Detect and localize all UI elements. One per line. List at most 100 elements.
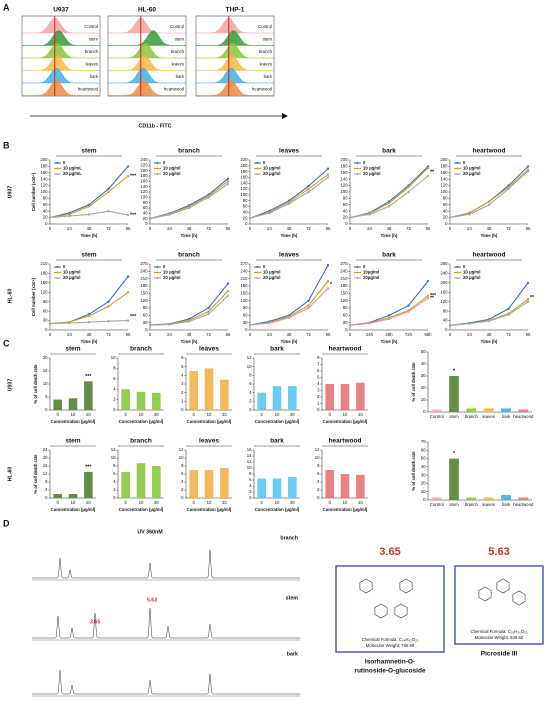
point	[407, 304, 410, 307]
x-tick-label: 48	[287, 226, 292, 231]
flow-curve	[196, 17, 274, 34]
y-tick-label: 60	[443, 202, 448, 207]
y-tick-label: 3	[317, 388, 320, 393]
point	[326, 167, 330, 170]
y-tick-label: 220	[140, 162, 148, 167]
legend-marker	[456, 167, 459, 170]
significance: **	[430, 296, 435, 302]
legend-marker	[56, 271, 59, 274]
x-tick-label: 0	[349, 332, 352, 337]
y-tick-label: 120	[240, 298, 248, 303]
legend-marker	[256, 162, 259, 164]
legend-label: 10 μg/ml	[163, 166, 180, 171]
x-tick-label: 24	[167, 226, 172, 231]
chart-title: heartwood	[473, 148, 506, 155]
x-tick-label: 24	[267, 226, 272, 231]
x-tick-label: 20	[358, 500, 363, 505]
point	[187, 320, 191, 323]
x-tick-label: heartwood	[513, 502, 534, 507]
flow-row-label: stem	[89, 37, 99, 42]
point	[468, 213, 471, 216]
y-tick-label: 2	[317, 487, 320, 492]
point	[126, 319, 130, 322]
panel-label: A	[3, 2, 10, 12]
panel-label: B	[3, 140, 10, 150]
legend-label: 10 μg/ml	[463, 270, 480, 275]
bar	[431, 497, 442, 500]
bar	[325, 384, 334, 410]
y-tick-label: 0	[345, 327, 348, 332]
y-tick-label: 0	[181, 407, 184, 412]
y-tick-label: 8	[317, 355, 320, 360]
y-tick-label: 2	[181, 390, 184, 395]
flow-curve	[108, 55, 186, 71]
y-tick-label: 40	[343, 208, 348, 213]
legend-marker	[56, 167, 59, 170]
legend-label: 20 μg/ml	[163, 171, 180, 176]
x-axis-label: Time (h)	[81, 339, 98, 344]
flow-curve	[196, 30, 274, 46]
x-tick-label: 96	[426, 226, 431, 231]
legend-label: 20 μg/ml	[463, 275, 480, 280]
y-tick-label: 0	[113, 407, 116, 412]
row-label: U937	[7, 186, 13, 199]
x-tick-label: 0	[49, 226, 52, 231]
y-tick-label: 160	[340, 170, 348, 175]
bar	[136, 391, 146, 410]
x-axis-label: Time (h)	[181, 339, 198, 344]
y-tick-label: 6	[113, 376, 116, 381]
y-tick-label: 0	[181, 495, 184, 500]
y-tick-label: 20	[421, 481, 426, 486]
y-tick-label: 5	[317, 375, 320, 380]
structure-ring	[374, 603, 388, 619]
y-tick-label: 200	[440, 157, 448, 162]
point	[248, 323, 252, 327]
y-tick-label: 180	[240, 283, 248, 288]
peak-label: 3.65	[90, 619, 100, 625]
y-tick-label: 280	[440, 261, 448, 266]
bar	[518, 409, 529, 412]
x-tick-label: 96	[526, 332, 531, 337]
y-tick-label: 0	[45, 407, 48, 412]
y-tick-label: 30	[143, 320, 148, 325]
y-tick-label: 0	[45, 221, 48, 226]
x-tick-label: 0	[449, 226, 452, 231]
chromatogram-trace	[32, 549, 300, 579]
y-tick-label: 6	[317, 368, 320, 373]
point	[326, 287, 330, 290]
flow-curve	[108, 17, 186, 34]
x-tick-label: 48	[287, 332, 292, 337]
bar	[431, 409, 442, 412]
x-tick-label: 20	[154, 412, 159, 417]
x-tick-label: 20	[86, 500, 91, 505]
legend-marker	[456, 173, 459, 175]
x-tick-label: 96	[326, 226, 331, 231]
y-tick-label: 1	[181, 398, 184, 403]
y-tick-label: 10	[315, 455, 320, 460]
point	[68, 321, 71, 325]
bar	[518, 497, 529, 500]
point	[107, 320, 110, 323]
x-axis-label: Concentration (μg/ml)	[255, 507, 300, 512]
flow-row-label: Control	[258, 24, 272, 29]
x-tick-label: 72	[106, 226, 111, 231]
point	[107, 187, 110, 190]
bar	[501, 408, 511, 412]
point	[307, 304, 310, 307]
legend-marker	[456, 162, 459, 164]
x-tick-label: 0	[149, 226, 152, 231]
y-tick-label: 5	[181, 364, 184, 369]
x-tick-label: bark	[502, 414, 511, 419]
y-tick-label: 180	[40, 164, 48, 169]
x-tick-label: 24	[467, 226, 472, 231]
bar	[272, 386, 282, 410]
significance: ***	[85, 464, 92, 470]
y-tick-label: 20	[443, 215, 448, 220]
y-tick-label: 180	[440, 164, 448, 169]
y-tick-label: 10	[421, 489, 426, 494]
row-label: HL-60	[7, 467, 13, 482]
chart-title: heartwood	[329, 438, 362, 445]
flow-row-label: branch	[259, 49, 273, 54]
bar	[501, 495, 511, 500]
significance: ***	[130, 314, 137, 320]
